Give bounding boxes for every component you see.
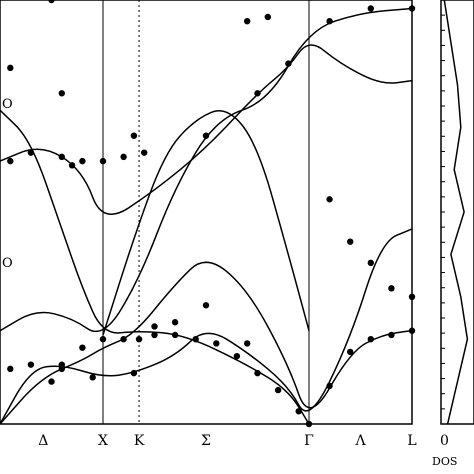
curve-series-3 [0,44,413,215]
data-point [388,331,395,339]
data-point [141,149,148,156]
measured-points [7,0,416,428]
x-tick-label-1: X [98,433,108,449]
data-point [58,90,65,97]
data-point [408,293,416,300]
data-point [408,327,416,334]
data-point [367,336,374,343]
x-tick-label-5: Λ [354,433,366,449]
data-point [326,382,333,390]
data-point [27,149,35,156]
data-point [99,157,107,165]
data-point [254,90,261,97]
data-point [326,196,333,203]
dispersion-curves [0,7,413,425]
data-point [130,369,138,377]
dos-y-ticks [441,14,445,410]
data-point [68,162,76,169]
data-point [79,344,86,351]
data-point [254,369,261,377]
x-tick-label-2: K [134,433,145,449]
data-point [79,157,86,165]
data-point [213,340,220,347]
x-tick-label-3: Σ [201,433,211,449]
data-point [120,336,127,343]
dos-plot-frame [440,0,474,425]
data-point [7,365,14,373]
curve-series-2 [102,110,310,336]
data-point [295,408,302,415]
data-point [347,238,354,245]
data-point [202,302,210,309]
curve-series-0 [0,109,310,425]
data-point [130,132,138,139]
data-point [285,60,292,67]
data-point [305,420,313,428]
data-point [151,323,158,330]
data-point [388,285,395,292]
data-point [171,319,179,326]
data-point [367,259,374,267]
mode-label-upper: O [2,97,13,112]
x-tick-label-6: L [407,433,416,449]
data-point [151,331,158,339]
data-point [48,0,55,4]
data-point [171,331,179,339]
dispersion-plot-frame [0,0,413,425]
data-point [347,348,354,356]
data-point [58,153,65,161]
data-point [7,157,14,165]
x-tick-label-0: Δ [38,433,48,449]
data-point [99,336,107,343]
data-point [244,340,251,347]
data-point [48,378,55,385]
data-point [192,336,199,343]
data-point [244,18,251,25]
data-point [7,64,14,72]
data-point [202,132,210,139]
data-point [58,365,65,373]
data-point [233,352,241,360]
data-point [408,5,416,12]
data-point [274,386,282,394]
x-tick-label-4: Γ [304,433,314,449]
data-point [27,361,35,368]
data-point [367,5,374,12]
dos-axis-label: DOS [432,455,457,468]
data-point [135,336,143,343]
data-point [89,374,96,381]
curve-series-1 [0,7,413,333]
dos-zero-tick-label: 0 [440,433,449,449]
curve-series-4 [0,228,413,425]
data-point [120,153,127,161]
data-point [326,18,333,25]
data-point [264,13,271,21]
curve-series-5 [0,261,413,425]
mode-label-lower: O [2,256,13,271]
dos-curve [443,0,469,425]
symmetry-point-lines [102,0,310,424]
